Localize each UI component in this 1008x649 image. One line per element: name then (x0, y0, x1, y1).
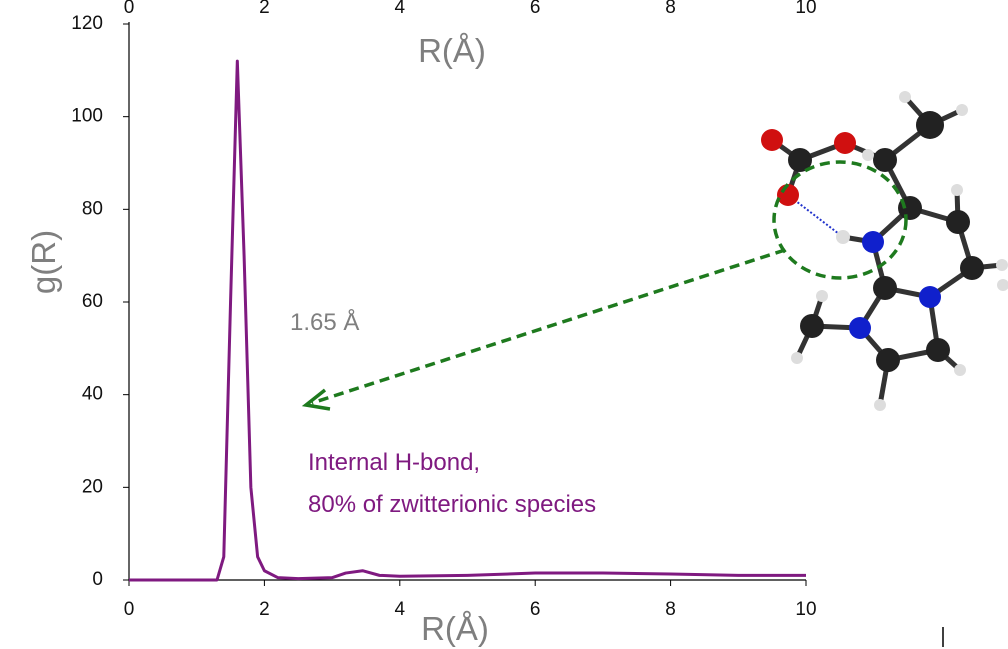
x-tick-label-top: 8 (665, 0, 676, 18)
x-tick-label-top: 6 (530, 0, 541, 18)
annotation: 1.65 Å (290, 308, 359, 336)
arrow (312, 250, 785, 403)
annotation: 80% of zwitterionic species (308, 491, 596, 518)
y-tick-label: 100 (71, 106, 103, 127)
x-tick-label: 0 (124, 599, 135, 620)
y-tick-label: 120 (71, 13, 103, 34)
molecule (761, 91, 1008, 411)
x-axis-label-top: R(Å) (418, 32, 486, 69)
y-tick-label: 80 (82, 198, 103, 219)
page: R(Å) R(Å) g(R) 1.65 Å Internal H-bond, 8… (0, 0, 1008, 649)
x-tick-label: 6 (530, 599, 541, 620)
x-tick-label: 10 (795, 599, 816, 620)
x-tick-label: 4 (395, 599, 406, 620)
x-axis-label: R(Å) (421, 610, 489, 647)
y-tick-label: 20 (82, 476, 103, 497)
x-tick-label: 2 (259, 599, 270, 620)
chart: R(Å) R(Å) g(R) 1.65 Å Internal H-bond, 8… (0, 0, 1008, 649)
x-tick-label-top: 4 (395, 0, 406, 18)
highlight-circle (774, 162, 906, 278)
y-tick-label: 0 (92, 569, 103, 590)
x-tick-label: 8 (665, 599, 676, 620)
annotation: Internal H-bond, (308, 449, 480, 476)
y-tick-label: 40 (82, 384, 103, 405)
y-tick-label: 60 (82, 291, 103, 312)
x-tick-label-top: 2 (259, 0, 270, 18)
y-axis-label: g(R) (25, 230, 62, 294)
x-tick-label-top: 0 (124, 0, 135, 18)
x-tick-label-top: 10 (795, 0, 816, 18)
